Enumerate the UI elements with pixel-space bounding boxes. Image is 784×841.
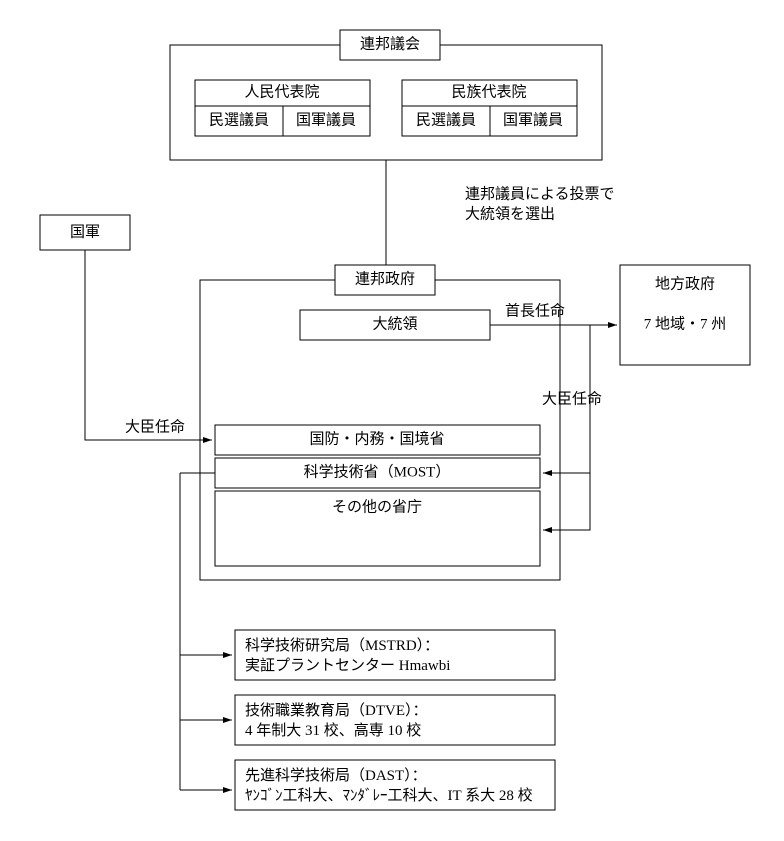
military-label: 国軍 <box>70 223 100 240</box>
minister-appoint-right: 大臣任命 <box>542 389 602 407</box>
upper-house-title: 民族代表院 <box>451 82 526 100</box>
dast-line2: ﾔﾝｺﾞﾝ工科大、ﾏﾝﾀﾞﾚｰ工科大、IT 系大 28 校 <box>245 787 533 804</box>
fedgov-title: 連邦政府 <box>355 270 415 287</box>
mstrd-line1: 科学技術研究局（MSTRD）： <box>245 637 439 654</box>
lower-elected: 民選議員 <box>209 110 269 128</box>
org-chart: 連邦議会 人民代表院 民選議員 国軍議員 民族代表院 民選議員 国軍議員 連邦議… <box>0 0 784 841</box>
dast-line1: 先進科学技術局（DAST）： <box>245 767 427 784</box>
head-appoint-label: 首長任命 <box>505 301 565 319</box>
other-label: その他の省庁 <box>332 498 422 515</box>
localgov-title: 地方政府 <box>655 275 715 292</box>
minister-appoint-left: 大臣任命 <box>125 417 185 435</box>
upper-military: 国軍議員 <box>503 110 563 128</box>
dtve-line1: 技術職業教育局（DTVE）： <box>245 702 428 719</box>
edge-president-other <box>543 473 590 530</box>
parliament-title: 連邦議会 <box>360 34 420 52</box>
president-label: 大統領 <box>372 315 417 332</box>
localgov-detail: 7 地域・7 州 <box>644 315 727 332</box>
election-note-1: 連邦議員による投票で <box>465 184 615 202</box>
edge-military-defense <box>85 250 212 440</box>
most-label: 科学技術省（MOST） <box>304 463 451 480</box>
defense-label: 国防・内務・国境省 <box>309 429 444 447</box>
upper-elected: 民選議員 <box>416 110 476 128</box>
lower-military: 国軍議員 <box>296 110 356 128</box>
mstrd-line2: 実証プラントセンター Hmawbi <box>245 657 450 674</box>
election-note-2: 大統領を選出 <box>465 205 555 222</box>
dtve-line2: 4 年制大 31 校、高専 10 校 <box>245 722 421 739</box>
parliament-box <box>170 45 602 160</box>
lower-house-title: 人民代表院 <box>244 82 319 100</box>
